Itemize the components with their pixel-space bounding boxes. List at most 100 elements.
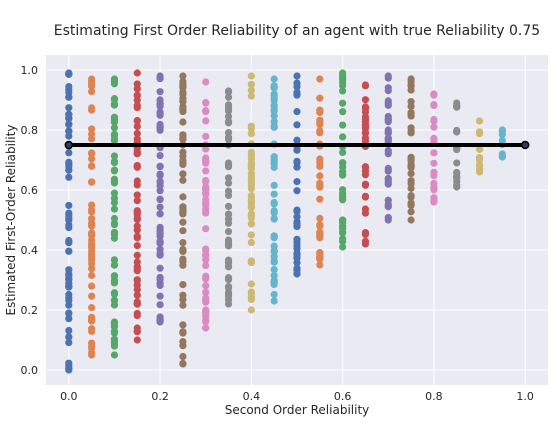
scatter-point <box>224 210 233 219</box>
scatter-point <box>179 88 187 96</box>
scatter-point <box>339 87 347 95</box>
scatter-point <box>156 237 164 245</box>
scatter-point <box>316 116 324 124</box>
scatter-point <box>133 197 141 205</box>
scatter-point <box>270 107 278 115</box>
series-column <box>339 69 347 251</box>
scatter-point <box>247 203 255 211</box>
scatter-point <box>179 118 187 126</box>
scatter-point <box>179 227 187 235</box>
scatter-point <box>247 293 255 302</box>
scatter-point <box>384 129 392 137</box>
scatter-point <box>179 295 187 304</box>
scatter-point <box>156 275 164 284</box>
scatter-point <box>110 136 119 145</box>
scatter-point <box>133 222 141 230</box>
scatter-point <box>247 72 255 80</box>
scatter-point <box>247 192 255 200</box>
y-tick-label: 0.4 <box>21 244 39 257</box>
scatter-point <box>65 93 73 101</box>
scatter-point <box>224 202 233 211</box>
scatter-point <box>110 205 119 213</box>
scatter-point <box>224 240 233 248</box>
scatter-point <box>247 306 255 314</box>
scatter-point <box>293 89 301 97</box>
scatter-point <box>133 69 141 77</box>
scatter-point <box>202 275 210 283</box>
reference-line-start-marker <box>64 140 74 150</box>
scatter-point <box>156 292 164 300</box>
scatter-point <box>224 179 233 187</box>
scatter-point <box>293 254 301 262</box>
scatter-point <box>270 253 278 261</box>
scatter-point <box>110 194 119 202</box>
scatter-point <box>202 199 210 207</box>
scatter-point <box>339 222 347 230</box>
scatter-point <box>179 72 187 80</box>
scatter-point <box>270 153 278 161</box>
scatter-point <box>65 270 73 278</box>
scatter-point <box>270 278 278 286</box>
scatter-point <box>339 171 347 179</box>
scatter-point <box>247 124 255 132</box>
scatter-point <box>247 258 255 267</box>
scatter-point <box>247 220 255 228</box>
scatter-point <box>156 124 164 132</box>
scatter-point <box>293 157 301 165</box>
scatter-point <box>133 298 141 306</box>
scatter-point <box>179 352 187 361</box>
scatter-point <box>339 194 347 202</box>
scatter-point <box>224 174 233 182</box>
scatter-point <box>179 97 187 105</box>
scatter-point <box>179 81 187 89</box>
scatter-point <box>224 288 233 297</box>
scatter-point <box>293 207 301 215</box>
scatter-point <box>339 121 347 129</box>
series-column <box>407 75 415 224</box>
scatter-point <box>247 238 255 247</box>
scatter-point <box>110 273 119 281</box>
scatter-point <box>88 317 96 325</box>
scatter-point <box>88 162 96 170</box>
scatter-point <box>453 126 461 135</box>
scatter-point <box>270 163 278 171</box>
scatter-point <box>498 153 506 161</box>
scatter-point <box>316 179 324 187</box>
scatter-point <box>133 181 141 189</box>
scatter-point <box>407 199 415 207</box>
scatter-point <box>224 276 233 284</box>
scatter-point <box>179 218 187 226</box>
scatter-point <box>430 123 438 131</box>
scatter-point <box>361 82 370 90</box>
scatter-point <box>339 148 347 157</box>
scatter-point <box>339 229 347 237</box>
scatter-point <box>156 75 164 83</box>
scatter-point <box>65 201 73 210</box>
scatter-point <box>88 282 96 290</box>
scatter-point <box>316 234 324 242</box>
scatter-point <box>156 316 164 324</box>
scatter-point <box>293 83 301 91</box>
scatter-point <box>224 119 233 127</box>
scatter-point <box>179 257 187 265</box>
series-column <box>270 75 278 305</box>
scatter-point <box>179 208 187 216</box>
scatter-point <box>475 161 484 169</box>
scatter-point <box>316 106 324 114</box>
scatter-point <box>65 238 73 246</box>
scatter-point <box>247 211 255 219</box>
scatter-point <box>247 288 255 296</box>
scatter-point <box>293 249 301 257</box>
scatter-point <box>270 297 278 305</box>
scatter-point <box>88 106 96 114</box>
scatter-point <box>179 280 187 289</box>
scatter-point <box>133 267 141 275</box>
scatter-point <box>65 315 73 323</box>
scatter-point <box>293 121 301 129</box>
scatter-point <box>110 189 119 197</box>
scatter-point <box>316 155 324 163</box>
scatter-point <box>361 171 370 179</box>
scatter-point <box>110 177 119 185</box>
scatter-point <box>430 134 438 142</box>
scatter-point <box>156 210 164 218</box>
